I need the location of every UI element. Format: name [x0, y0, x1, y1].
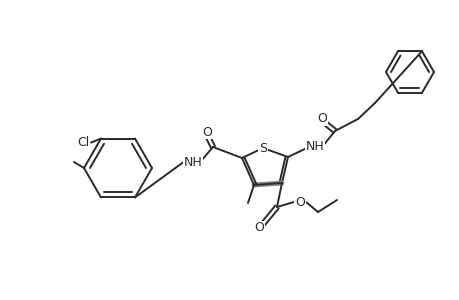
- Text: O: O: [253, 221, 263, 235]
- Text: NH: NH: [183, 155, 202, 169]
- Text: Cl: Cl: [77, 136, 89, 149]
- Text: O: O: [316, 112, 326, 125]
- Text: NH: NH: [305, 140, 324, 154]
- Text: S: S: [258, 142, 266, 154]
- Text: O: O: [202, 125, 212, 139]
- Text: O: O: [294, 196, 304, 208]
